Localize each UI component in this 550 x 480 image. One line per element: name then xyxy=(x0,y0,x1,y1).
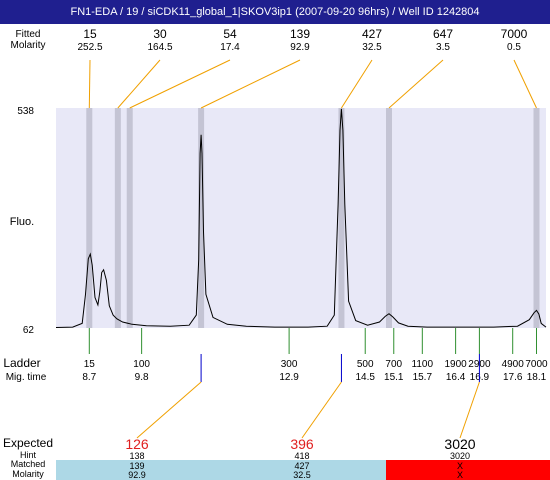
matched-row-bg xyxy=(56,460,386,480)
expected-value: 3020 xyxy=(444,436,475,452)
peak-connector xyxy=(388,59,444,109)
peak-band xyxy=(86,108,93,328)
peak-molarity-label: 3.5 xyxy=(436,42,450,53)
peak-size-label: 15 xyxy=(83,27,97,41)
molarity-label: Molarity xyxy=(10,40,45,51)
ladder-mig-label: 15.7 xyxy=(413,372,433,383)
peak-connector xyxy=(129,59,231,109)
ladder-size-label: 500 xyxy=(357,359,374,370)
ladder-mig-label: 12.9 xyxy=(279,372,299,383)
hint-value: 418 xyxy=(294,451,309,461)
peak-band xyxy=(126,108,133,328)
peak-size-label: 647 xyxy=(433,27,453,41)
ladder-mig-label: 16.4 xyxy=(446,372,466,383)
y-top-label: 538 xyxy=(17,106,34,117)
peak-band xyxy=(114,108,121,328)
peak-connector xyxy=(88,59,91,109)
matched-value: X xyxy=(457,461,463,471)
peak-molarity-label: 32.5 xyxy=(362,42,382,53)
peak-connector xyxy=(341,59,373,109)
ladder-label: Ladder xyxy=(3,356,40,370)
ladder-size-label: 7000 xyxy=(525,359,548,370)
ladder-size-label: 300 xyxy=(281,359,298,370)
peak-molarity-label: 164.5 xyxy=(147,42,172,53)
fitted-label: Fitted xyxy=(15,29,40,40)
ladder-size-label: 100 xyxy=(133,359,150,370)
ladder-mig-label: 15.1 xyxy=(384,372,404,383)
peak-molarity-label: 252.5 xyxy=(77,42,102,53)
ladder-mig-label: 8.7 xyxy=(82,372,96,383)
y-bottom-label: 62 xyxy=(23,325,35,336)
peak-band xyxy=(198,108,205,328)
peak-band xyxy=(338,108,345,328)
ladder-size-label: 700 xyxy=(385,359,402,370)
peak-band xyxy=(386,108,393,328)
matched-molarity-value: 32.5 xyxy=(293,470,311,480)
hint-value: 3020 xyxy=(450,451,470,461)
peak-connector xyxy=(200,59,301,109)
y-axis-label: Fluo. xyxy=(10,216,34,228)
hint-value: 138 xyxy=(129,451,144,461)
matched-value: 139 xyxy=(129,461,144,471)
peak-size-label: 7000 xyxy=(501,27,528,41)
ladder-size-label: 15 xyxy=(84,359,96,370)
ladder-size-label: 4900 xyxy=(502,359,525,370)
matched-molarity-value: X xyxy=(457,470,463,480)
mig-time-label: Mig. time xyxy=(6,372,47,383)
peak-connector xyxy=(117,59,161,109)
ladder-mig-label: 18.1 xyxy=(527,372,547,383)
expected-connector xyxy=(136,381,202,439)
ladder-size-label: 1900 xyxy=(444,359,467,370)
peak-molarity-label: 17.4 xyxy=(220,42,240,53)
expected-connector xyxy=(301,381,342,439)
ladder-mig-label: 17.6 xyxy=(503,372,523,383)
peak-molarity-label: 92.9 xyxy=(290,42,310,53)
peak-size-label: 139 xyxy=(290,27,310,41)
expected-label: Expected xyxy=(3,436,53,450)
ladder-size-label: 1100 xyxy=(412,359,434,370)
matched-value: 427 xyxy=(294,461,309,471)
hint-label: Hint xyxy=(20,450,37,460)
missing-row-bg xyxy=(386,460,550,480)
peak-band xyxy=(533,108,540,328)
plot-area xyxy=(56,108,546,328)
peak-size-label: 54 xyxy=(223,27,237,41)
peak-size-label: 427 xyxy=(362,27,382,41)
expected-connector xyxy=(459,381,480,439)
peak-molarity-label: 0.5 xyxy=(507,42,521,53)
ladder-mig-label: 14.5 xyxy=(355,372,375,383)
peak-size-label: 30 xyxy=(153,27,167,41)
bottom-molarity-label: Molarity xyxy=(12,469,44,479)
expected-value: 126 xyxy=(125,436,149,452)
matched-label: Matched xyxy=(11,459,46,469)
peak-connector xyxy=(513,59,537,109)
expected-value: 396 xyxy=(290,436,314,452)
ladder-mig-label: 9.8 xyxy=(135,372,149,383)
matched-molarity-value: 92.9 xyxy=(128,470,146,480)
trace-line xyxy=(55,108,547,328)
chart-title: FN1-EDA / 19 / siCDK11_global_1|SKOV3ip1… xyxy=(0,0,550,24)
